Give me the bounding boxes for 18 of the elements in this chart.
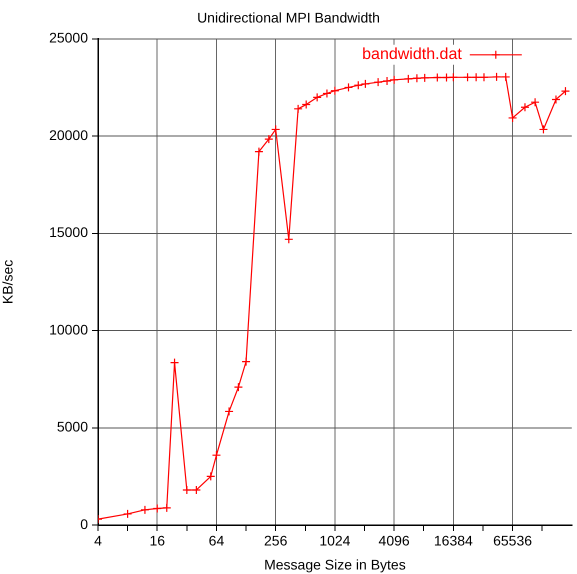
x-tick-label: 4 xyxy=(94,532,102,548)
x-tick-label: 256 xyxy=(264,532,288,548)
y-tick-label: 5000 xyxy=(56,418,88,435)
x-tick-label: 64 xyxy=(208,532,224,548)
x-tick-label: 4096 xyxy=(378,532,410,548)
y-tick-label: 25000 xyxy=(49,30,88,46)
y-tick-label: 15000 xyxy=(49,224,88,240)
y-tick-label: 10000 xyxy=(49,321,88,338)
x-tick-label: 1024 xyxy=(319,532,351,548)
legend-label: bandwidth.dat xyxy=(362,46,462,64)
chart-title: Unidirectional MPI Bandwidth xyxy=(197,9,380,26)
y-tick-label: 20000 xyxy=(49,126,88,143)
x-tick-label: 16 xyxy=(149,532,166,548)
x-tick-label: 65536 xyxy=(493,532,532,548)
x-axis-title: Message Size in Bytes xyxy=(264,556,406,572)
x-tick-label: 16384 xyxy=(434,532,474,548)
y-axis-title: KB/sec xyxy=(0,260,16,304)
y-tick-label: 0 xyxy=(80,516,88,532)
